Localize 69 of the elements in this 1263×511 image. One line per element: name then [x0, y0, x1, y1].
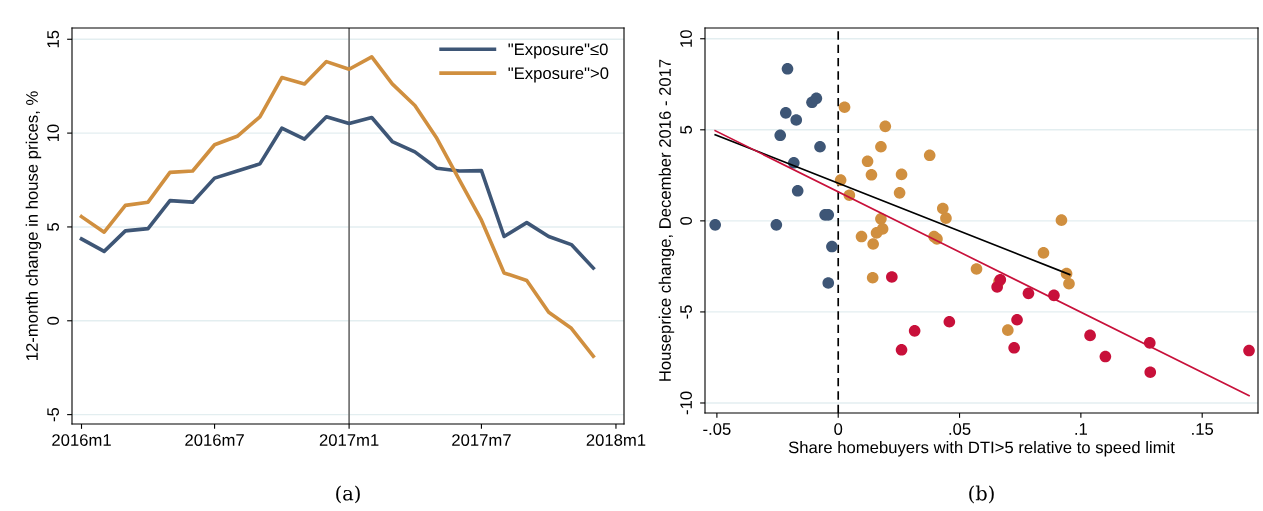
point: [814, 140, 826, 153]
text: (a): [336, 485, 360, 504]
y-tick-label: -10: [680, 391, 692, 415]
point: [895, 168, 908, 181]
point: [822, 277, 835, 289]
point: [1084, 329, 1096, 342]
point: [1055, 214, 1068, 226]
point: [790, 114, 803, 126]
x-tick-label: 2017m7: [452, 434, 511, 446]
point: [781, 62, 794, 75]
y-tick-label: -5: [47, 407, 59, 422]
x-tick-label: .1: [1075, 423, 1087, 435]
x-tick-label: 0: [834, 423, 843, 435]
x-tick-label: -.05: [703, 423, 731, 435]
point: [810, 92, 823, 105]
y-tick-label: 10: [47, 124, 59, 142]
x-tick-label: .15: [1192, 423, 1214, 435]
point: [866, 271, 879, 284]
point: [838, 101, 851, 114]
legend-label: "Exposure">0: [508, 67, 609, 83]
point: [879, 120, 892, 133]
point: [791, 185, 804, 197]
point: [855, 230, 868, 243]
y-tick-label: 0: [680, 216, 692, 225]
point: [770, 219, 783, 231]
point: [1022, 287, 1035, 300]
y-tick-label: 10: [680, 30, 692, 47]
point: [870, 227, 883, 239]
x-tick-label: 2018m1: [586, 434, 646, 446]
point: [923, 149, 936, 162]
y-tick-label: 15: [47, 30, 59, 48]
legend-label: "Exposure"≤0: [508, 43, 608, 59]
point: [940, 212, 952, 224]
point: [826, 240, 838, 253]
point: [709, 219, 721, 231]
point: [779, 107, 792, 119]
x-tick-label: 2017m1: [319, 434, 379, 446]
point: [893, 187, 906, 199]
point: [1008, 341, 1020, 354]
point: [1144, 366, 1157, 379]
point: [1002, 324, 1014, 336]
point: [970, 263, 983, 275]
point: [1099, 350, 1112, 363]
point: [886, 271, 898, 283]
y-tick-label: 5: [680, 125, 692, 134]
point: [861, 155, 874, 168]
x-tick-label: 2016m7: [185, 434, 244, 446]
point: [936, 202, 949, 215]
point: [1037, 247, 1050, 259]
point: [875, 140, 887, 153]
line-series: [79, 114, 596, 270]
point: [867, 238, 879, 250]
y-axis-title: 12-month change in house prices, %: [25, 91, 42, 360]
point: [1063, 277, 1075, 290]
point: [1243, 344, 1255, 357]
x-tick-label: .05: [949, 423, 971, 435]
point: [1011, 313, 1023, 326]
y-tick-label: -5: [680, 305, 692, 319]
point: [774, 129, 787, 142]
text: (b): [969, 485, 994, 504]
x-axis-title: Share homebuyers with DTI>5 relative to speed limit: [788, 441, 1175, 457]
y-tick-label: 0: [47, 316, 59, 325]
point: [895, 343, 908, 356]
point: [865, 168, 878, 181]
x-tick-label: 2016m1: [52, 434, 111, 446]
y-tick-label: 5: [47, 223, 59, 231]
point: [908, 325, 921, 337]
point: [943, 315, 956, 328]
y-axis-title: Houseprice change, December 2016 - 2017: [658, 59, 675, 381]
